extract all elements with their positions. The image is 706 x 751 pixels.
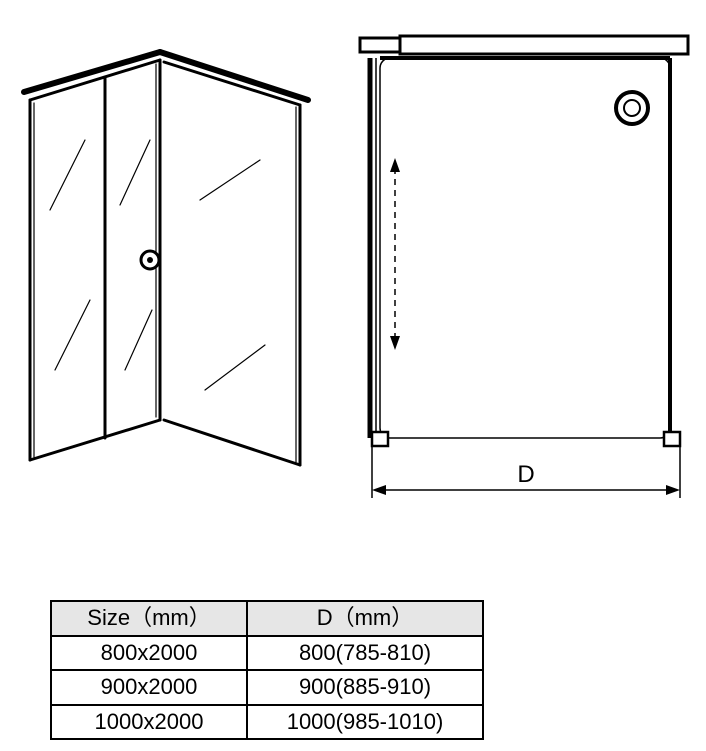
cell-d: 1000(985-1010) <box>247 705 483 740</box>
table-header-row: Size（mm） D（mm） <box>51 601 483 636</box>
table-row: 1000x2000 1000(985-1010) <box>51 705 483 740</box>
table-row: 800x2000 800(785-810) <box>51 636 483 671</box>
cell-d: 900(885-910) <box>247 670 483 705</box>
page-root: D Size（mm） D（mm） 800x2000 800(785-810) 9… <box>0 0 706 751</box>
dimension-d-label: D <box>517 461 534 488</box>
header-d: D（mm） <box>247 601 483 636</box>
plan-view: D <box>360 36 688 498</box>
cell-size: 1000x2000 <box>51 705 247 740</box>
size-table: Size（mm） D（mm） 800x2000 800(785-810) 900… <box>50 600 484 740</box>
technical-diagrams: D <box>0 0 706 520</box>
cell-size: 800x2000 <box>51 636 247 671</box>
cell-d: 800(785-810) <box>247 636 483 671</box>
size-table-container: Size（mm） D（mm） 800x2000 800(785-810) 900… <box>50 600 484 740</box>
isometric-view <box>24 52 308 465</box>
cell-size: 900x2000 <box>51 670 247 705</box>
table-row: 900x2000 900(885-910) <box>51 670 483 705</box>
header-size: Size（mm） <box>51 601 247 636</box>
